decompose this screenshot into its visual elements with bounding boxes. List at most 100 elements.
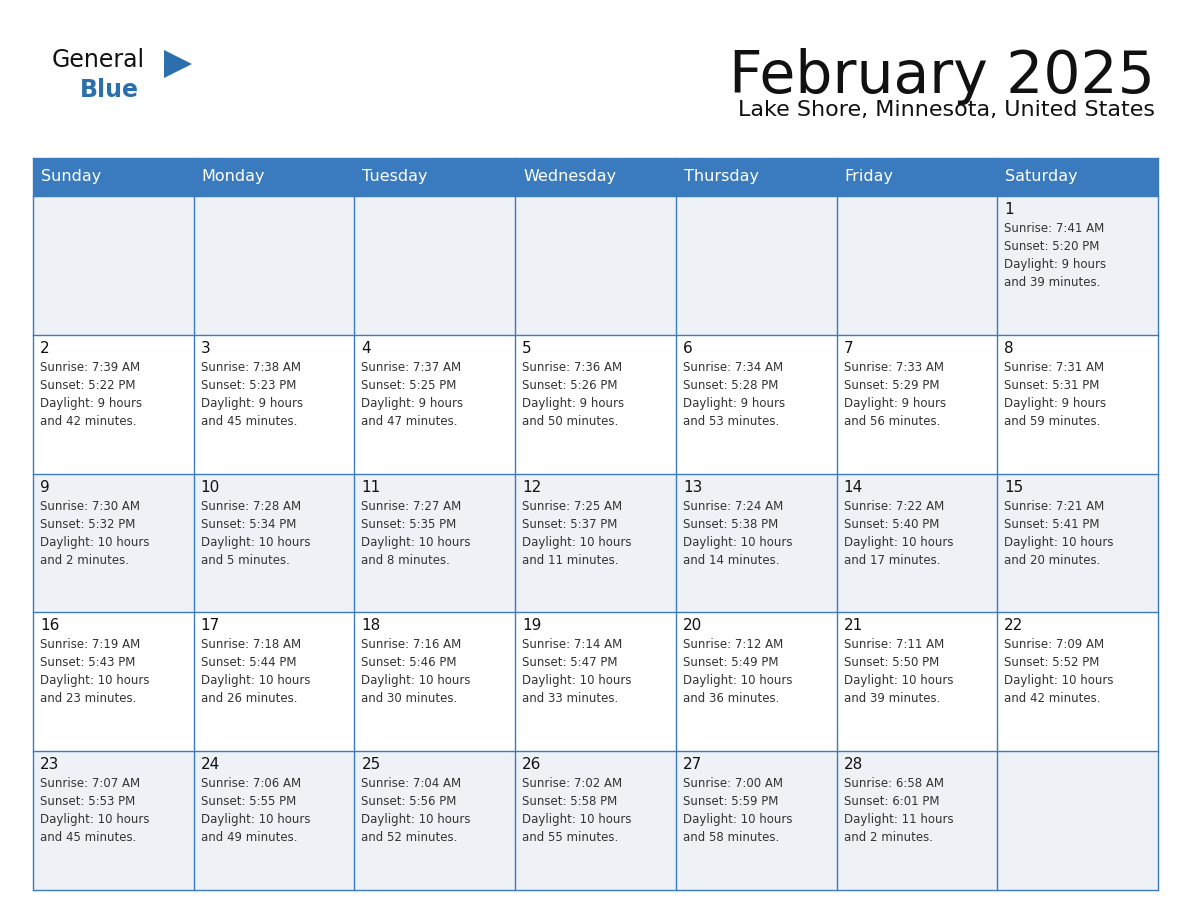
Text: 22: 22 [1004,619,1024,633]
Text: and 52 minutes.: and 52 minutes. [361,831,457,845]
Text: General: General [52,48,145,72]
Text: Sunrise: 7:41 AM: Sunrise: 7:41 AM [1004,222,1105,235]
Text: Sunset: 5:26 PM: Sunset: 5:26 PM [523,379,618,392]
Text: Sunset: 5:31 PM: Sunset: 5:31 PM [1004,379,1100,392]
Bar [516,158,676,196]
Text: 5: 5 [523,341,532,356]
Text: and 53 minutes.: and 53 minutes. [683,415,779,428]
Text: Sunset: 5:56 PM: Sunset: 5:56 PM [361,795,457,808]
Text: Lake Shore, Minnesota, United States: Lake Shore, Minnesota, United States [738,100,1155,120]
Bar [836,474,997,612]
Text: Sunrise: 7:24 AM: Sunrise: 7:24 AM [683,499,783,512]
Text: 14: 14 [843,479,862,495]
Text: and 2 minutes.: and 2 minutes. [40,554,129,566]
Text: Daylight: 10 hours: Daylight: 10 hours [40,535,150,549]
Text: Blue: Blue [80,78,139,102]
Text: Sunrise: 7:19 AM: Sunrise: 7:19 AM [40,638,140,652]
Text: Daylight: 10 hours: Daylight: 10 hours [361,675,470,688]
Text: Sunset: 5:46 PM: Sunset: 5:46 PM [361,656,457,669]
Bar [354,612,516,751]
Text: Sunrise: 7:12 AM: Sunrise: 7:12 AM [683,638,783,652]
Text: Daylight: 10 hours: Daylight: 10 hours [1004,675,1114,688]
Bar [997,335,1158,474]
Bar [194,196,354,335]
Text: Sunset: 5:22 PM: Sunset: 5:22 PM [40,379,135,392]
Text: Daylight: 10 hours: Daylight: 10 hours [1004,535,1114,549]
Text: Sunrise: 7:16 AM: Sunrise: 7:16 AM [361,638,462,652]
Text: Monday: Monday [202,170,265,185]
Bar [836,196,997,335]
Bar [836,335,997,474]
Bar [33,612,194,751]
Text: 12: 12 [523,479,542,495]
Text: 3: 3 [201,341,210,356]
Text: Sunrise: 7:02 AM: Sunrise: 7:02 AM [523,778,623,790]
Polygon shape [164,50,192,78]
Text: Sunrise: 7:14 AM: Sunrise: 7:14 AM [523,638,623,652]
Text: and 17 minutes.: and 17 minutes. [843,554,940,566]
Text: and 23 minutes.: and 23 minutes. [40,692,137,705]
Bar [194,751,354,890]
Text: Daylight: 10 hours: Daylight: 10 hours [201,675,310,688]
Text: and 5 minutes.: and 5 minutes. [201,554,290,566]
Text: Sunrise: 7:25 AM: Sunrise: 7:25 AM [523,499,623,512]
Bar [676,335,836,474]
Text: Daylight: 9 hours: Daylight: 9 hours [683,397,785,409]
Bar [354,158,516,196]
Text: Sunrise: 6:58 AM: Sunrise: 6:58 AM [843,778,943,790]
Text: 1: 1 [1004,202,1013,217]
Text: Daylight: 10 hours: Daylight: 10 hours [843,535,953,549]
Text: Sunset: 5:32 PM: Sunset: 5:32 PM [40,518,135,531]
Text: and 42 minutes.: and 42 minutes. [40,415,137,428]
Text: Sunset: 5:49 PM: Sunset: 5:49 PM [683,656,778,669]
Text: Daylight: 9 hours: Daylight: 9 hours [843,397,946,409]
Text: Sunrise: 7:28 AM: Sunrise: 7:28 AM [201,499,301,512]
Text: 26: 26 [523,757,542,772]
Text: Sunrise: 7:06 AM: Sunrise: 7:06 AM [201,778,301,790]
Text: and 11 minutes.: and 11 minutes. [523,554,619,566]
Text: Sunset: 5:55 PM: Sunset: 5:55 PM [201,795,296,808]
Text: Daylight: 10 hours: Daylight: 10 hours [201,535,310,549]
Text: Sunset: 5:52 PM: Sunset: 5:52 PM [1004,656,1100,669]
Text: and 36 minutes.: and 36 minutes. [683,692,779,705]
Text: and 30 minutes.: and 30 minutes. [361,692,457,705]
Text: February 2025: February 2025 [729,48,1155,105]
Text: 20: 20 [683,619,702,633]
Text: Sunset: 5:23 PM: Sunset: 5:23 PM [201,379,296,392]
Text: 11: 11 [361,479,380,495]
Bar [516,474,676,612]
Bar [836,158,997,196]
Text: Daylight: 10 hours: Daylight: 10 hours [523,675,632,688]
Text: Sunset: 5:40 PM: Sunset: 5:40 PM [843,518,939,531]
Text: Sunrise: 7:04 AM: Sunrise: 7:04 AM [361,778,462,790]
Text: Daylight: 10 hours: Daylight: 10 hours [201,813,310,826]
Bar [516,196,676,335]
Text: Daylight: 10 hours: Daylight: 10 hours [683,813,792,826]
Text: and 47 minutes.: and 47 minutes. [361,415,457,428]
Text: and 45 minutes.: and 45 minutes. [201,415,297,428]
Text: 18: 18 [361,619,380,633]
Text: Thursday: Thursday [684,170,759,185]
Text: Sunset: 5:29 PM: Sunset: 5:29 PM [843,379,939,392]
Text: Sunrise: 7:18 AM: Sunrise: 7:18 AM [201,638,301,652]
Text: Daylight: 10 hours: Daylight: 10 hours [523,535,632,549]
Text: Sunset: 5:25 PM: Sunset: 5:25 PM [361,379,457,392]
Bar [997,751,1158,890]
Text: Daylight: 9 hours: Daylight: 9 hours [1004,397,1106,409]
Text: and 8 minutes.: and 8 minutes. [361,554,450,566]
Text: and 14 minutes.: and 14 minutes. [683,554,779,566]
Text: Sunrise: 7:00 AM: Sunrise: 7:00 AM [683,778,783,790]
Text: Daylight: 10 hours: Daylight: 10 hours [361,813,470,826]
Text: and 2 minutes.: and 2 minutes. [843,831,933,845]
Text: Tuesday: Tuesday [362,170,428,185]
Text: 6: 6 [683,341,693,356]
Bar [676,474,836,612]
Text: Sunset: 5:44 PM: Sunset: 5:44 PM [201,656,296,669]
Bar [676,196,836,335]
Text: 21: 21 [843,619,862,633]
Bar [354,751,516,890]
Bar [354,196,516,335]
Text: Sunrise: 7:36 AM: Sunrise: 7:36 AM [523,361,623,374]
Text: Daylight: 10 hours: Daylight: 10 hours [683,675,792,688]
Text: Sunrise: 7:27 AM: Sunrise: 7:27 AM [361,499,462,512]
